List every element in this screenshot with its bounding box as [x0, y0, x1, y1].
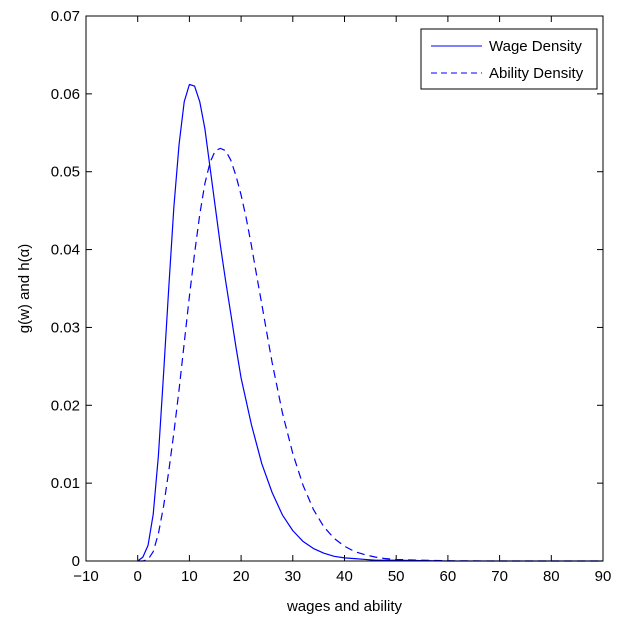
- x-tick-label: 50: [388, 568, 405, 585]
- y-tick-label: 0.02: [51, 397, 80, 414]
- x-tick-label: 90: [595, 568, 612, 585]
- x-tick-label: 70: [491, 568, 508, 585]
- legend-label-wage-density: Wage Density: [489, 38, 582, 55]
- series-line-ability-density: [137, 147, 603, 562]
- y-axis-title: g(w) and h(α): [16, 244, 33, 334]
- x-tick-label: 0: [134, 568, 142, 585]
- x-tick-label: −10: [73, 568, 98, 585]
- x-tick-label: 40: [336, 568, 353, 585]
- x-axis-title: wages and ability: [286, 598, 403, 615]
- x-tick-label: 30: [284, 568, 301, 585]
- legend-box: [420, 28, 598, 90]
- series-layer: [137, 83, 603, 562]
- y-tick-label: 0: [72, 553, 80, 570]
- legend-label-ability-density: Ability Density: [489, 65, 584, 82]
- y-tick-label: 0.03: [51, 319, 80, 336]
- y-tick-label: 0.01: [51, 475, 80, 492]
- legend: Wage Density Ability Density: [420, 28, 598, 90]
- plot-background: [86, 16, 603, 561]
- y-tick-label: 0.05: [51, 164, 80, 181]
- plot-frame: [85, 15, 604, 562]
- axis-ticks: −10 0 10 20 30 40 50 60 70 80 9000.010.020.030.040…: [51, 8, 612, 585]
- y-tick-label: 0.07: [51, 8, 80, 25]
- y-tick-label: 0.06: [51, 86, 80, 103]
- x-tick-label: 60: [440, 568, 457, 585]
- x-tick-label: 80: [543, 568, 560, 585]
- x-tick-label: 10: [181, 568, 198, 585]
- y-tick-label: 0.04: [51, 242, 80, 259]
- x-tick-label: 20: [233, 568, 250, 585]
- series-line-wage-density: [137, 83, 603, 562]
